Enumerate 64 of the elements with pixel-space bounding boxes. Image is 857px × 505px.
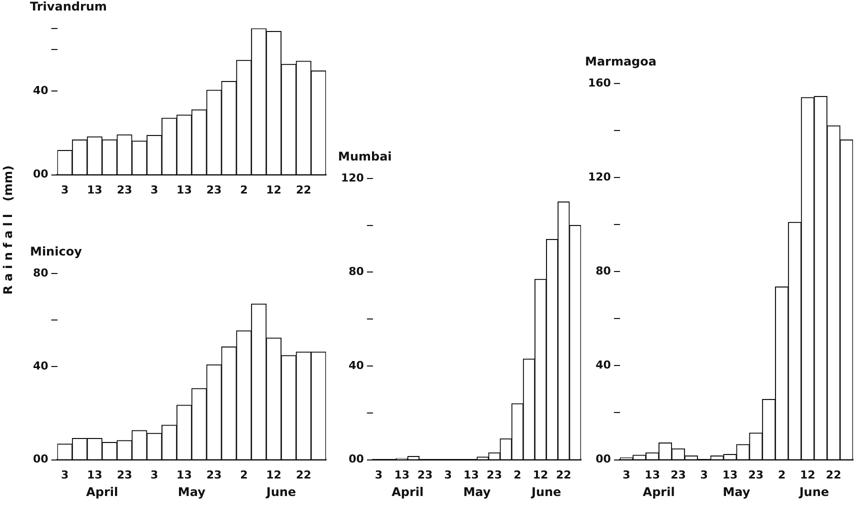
x-tick-label: 23	[206, 468, 222, 482]
y-tick-label: 40	[596, 358, 612, 372]
y-tick-label: 40	[348, 358, 364, 372]
x-tick-label: 23	[116, 183, 132, 196]
x-tick-label: 13	[86, 183, 102, 196]
x-tick-label: 22	[296, 183, 312, 196]
x-tick-label: 2	[514, 468, 522, 482]
text: May	[463, 485, 491, 500]
x-tick-label: 13	[176, 183, 192, 196]
y-tick-label: 80	[596, 264, 612, 278]
y-tick-label: 00	[596, 452, 612, 466]
text: May	[722, 485, 750, 500]
y-tick-label: 80	[348, 265, 364, 278]
x-tick-label: 3	[60, 468, 69, 482]
x-tick-label: 12	[800, 468, 816, 482]
x-tick-label: 23	[486, 468, 502, 482]
chart-title: Mumbai	[338, 149, 392, 164]
text: June	[530, 485, 562, 500]
y-axis-title: R a i n f a l l (mm)	[1, 165, 15, 295]
text: April	[86, 485, 118, 500]
x-tick-label: 23	[670, 468, 686, 482]
x-tick-label: 23	[748, 468, 764, 482]
text: May	[178, 485, 206, 500]
x-tick-label: 3	[700, 468, 708, 482]
x-tick-label: 12	[266, 468, 282, 482]
x-tick-label: 3	[150, 183, 158, 196]
x-tick-label: 3	[150, 468, 158, 482]
y-tick-label: 120	[340, 171, 364, 184]
text: April	[392, 485, 424, 500]
x-tick-label: 22	[826, 468, 842, 482]
x-tick-label: 2	[240, 183, 248, 196]
y-tick-label: 80	[32, 266, 49, 280]
x-tick-label: 13	[722, 468, 738, 482]
x-tick-label: 23	[116, 468, 132, 482]
y-tick-label: 40	[32, 359, 49, 372]
y-tick-label: 40	[32, 84, 49, 97]
x-tick-label: 13	[176, 468, 192, 482]
x-tick-label: 22	[296, 468, 312, 482]
x-tick-label: 22	[556, 468, 572, 482]
chart-title: Minicoy	[30, 244, 82, 258]
x-tick-label: 23	[417, 468, 433, 482]
text: June	[798, 485, 830, 500]
x-tick-label: 23	[206, 183, 222, 196]
y-tick-label: 120	[588, 170, 612, 184]
x-tick-label: 3	[374, 468, 383, 482]
y-tick-label: 00	[32, 452, 49, 466]
x-tick-label: 2	[778, 468, 786, 482]
y-tick-label: 160	[588, 76, 612, 90]
text: April	[642, 485, 675, 500]
text: June	[265, 485, 296, 500]
x-tick-label: 3	[60, 183, 69, 196]
x-tick-label: 13	[86, 468, 102, 482]
x-tick-label: 12	[532, 468, 548, 482]
x-tick-label: 3	[622, 468, 630, 482]
x-tick-label: 12	[266, 183, 282, 196]
x-tick-label: 13	[394, 468, 410, 482]
y-tick-label: 00	[32, 168, 49, 181]
chart-title: Trivandrum	[30, 0, 107, 14]
chart-title: Marmagoa	[585, 54, 656, 68]
x-tick-label: 3	[444, 468, 452, 482]
x-tick-label: 13	[464, 468, 479, 482]
x-tick-label: 2	[240, 468, 248, 482]
x-tick-label: 13	[644, 468, 660, 482]
y-tick-label: 00	[348, 452, 364, 466]
